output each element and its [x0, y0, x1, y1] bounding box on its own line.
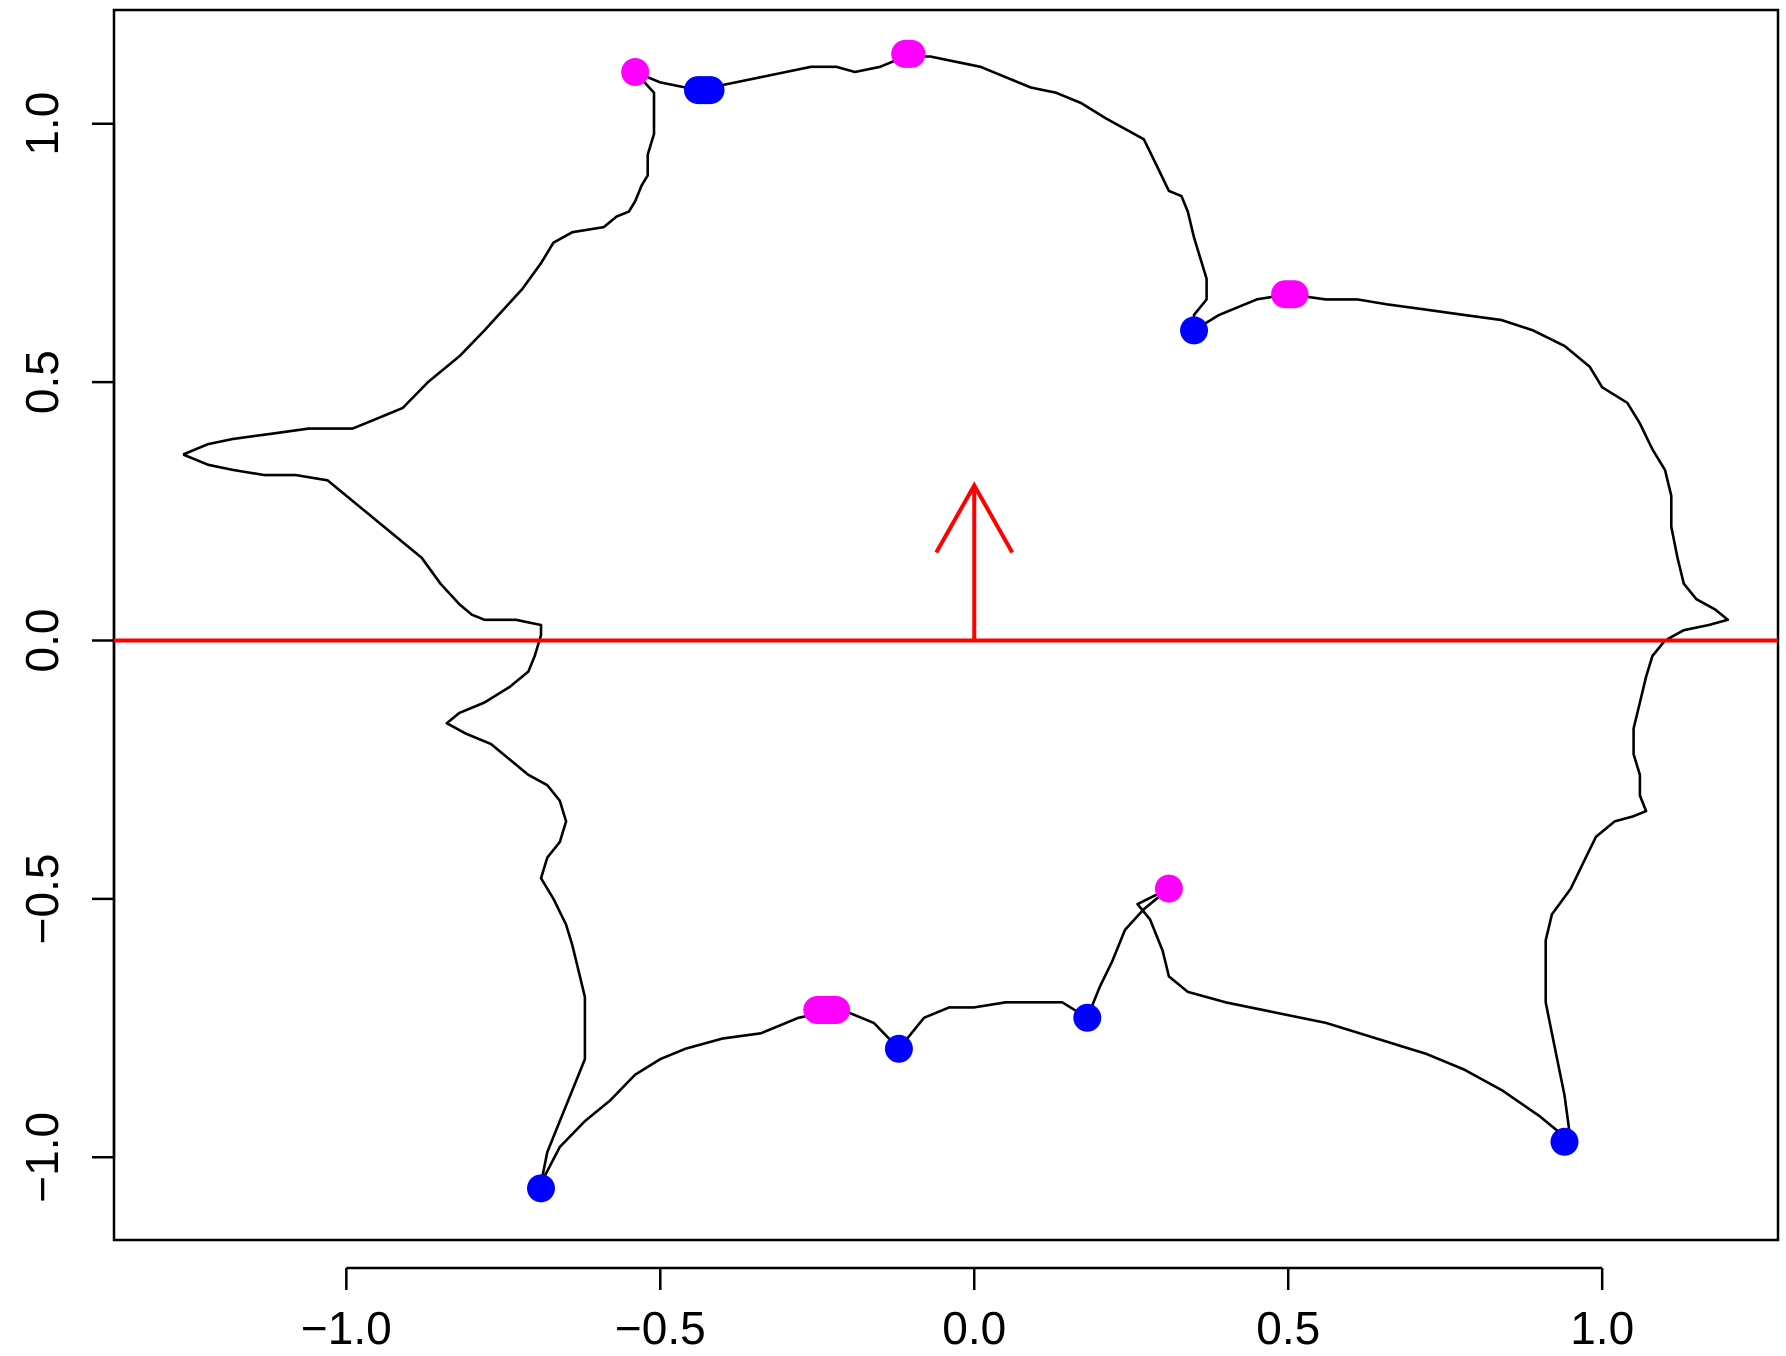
arrow-head — [934, 481, 1014, 554]
blue-point — [1550, 1127, 1579, 1156]
outline-curve-layer — [182, 55, 1730, 1185]
magenta-point — [1154, 874, 1183, 903]
y-axis: −1.0 −0.5 0.0 0.5 1.0 — [16, 92, 116, 1203]
points-layer — [526, 39, 1579, 1203]
blue-point — [1073, 1003, 1102, 1032]
y-tick-label: 1.0 — [16, 92, 68, 156]
x-tick-label: 0.5 — [1256, 1302, 1320, 1354]
x-tick-label: 0.0 — [942, 1302, 1006, 1354]
blue-point — [884, 1034, 913, 1063]
blue-point — [526, 1174, 555, 1203]
y-tick-label: 0.5 — [16, 350, 68, 414]
x-tick-label: 1.0 — [1570, 1302, 1634, 1354]
reference-layer — [114, 481, 1778, 643]
plot-frame — [112, 8, 1780, 1242]
x-axis: −1.0 −0.5 0.0 0.5 1.0 — [301, 1266, 1634, 1354]
x-tick-label: −0.5 — [615, 1302, 706, 1354]
y-tick-label: 0.0 — [16, 609, 68, 673]
x-tick-label: −1.0 — [301, 1302, 392, 1354]
y-tick-label: −0.5 — [16, 854, 68, 945]
y-tick-label: −1.0 — [16, 1112, 68, 1203]
magenta-point — [621, 58, 650, 87]
blue-point — [1180, 316, 1209, 345]
outline-curve — [182, 55, 1730, 1185]
